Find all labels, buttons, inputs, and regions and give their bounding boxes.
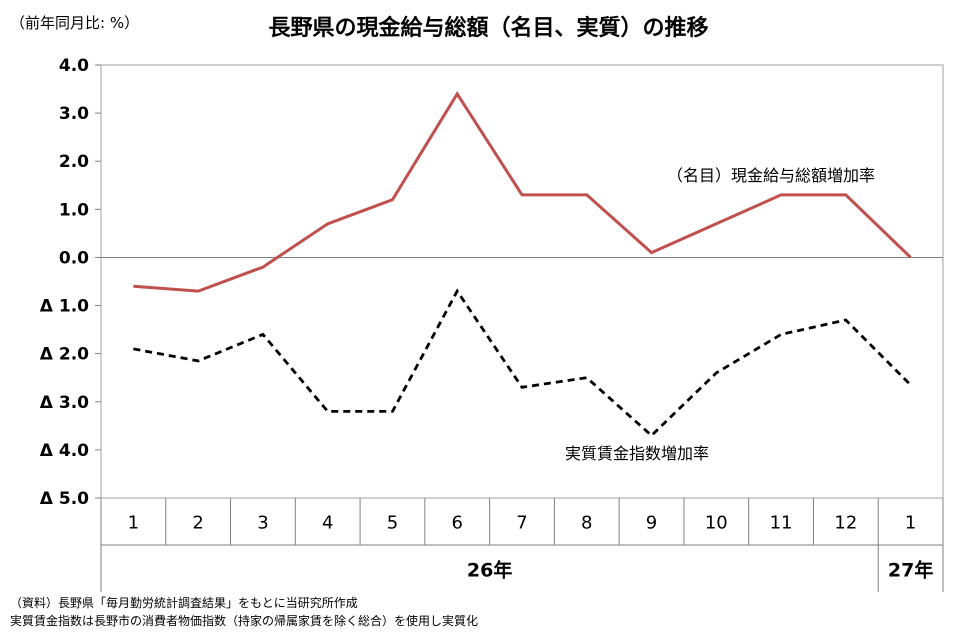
unit-label: （前年同月比: %） xyxy=(10,14,140,32)
y-tick-label: 2.0 xyxy=(59,152,89,172)
y-tick-label: Δ 4.0 xyxy=(40,441,89,461)
x-category-label: 10 xyxy=(705,513,728,534)
x-category-label: 1 xyxy=(128,513,139,534)
x-category-label: 8 xyxy=(581,513,592,534)
plot-frame xyxy=(100,64,944,499)
x-year-label: 26年 xyxy=(467,559,512,582)
y-tick-label: Δ 2.0 xyxy=(40,345,89,365)
method-note: 実質賃金指数は長野市の消費者物価指数（持家の帰属家賃を除く総合）を使用し実質化 xyxy=(10,614,479,628)
x-category-label: 1 xyxy=(905,513,916,534)
x-category-label: 9 xyxy=(646,513,657,534)
x-category-label: 2 xyxy=(192,513,203,534)
y-tick-label: 3.0 xyxy=(59,104,89,124)
x-year-label: 27年 xyxy=(888,559,933,582)
source-note: （資料）長野県「毎月勤労統計調査結果」をもとに当研究所作成 xyxy=(10,596,358,610)
x-category-label: 5 xyxy=(387,513,398,534)
real-wage-line xyxy=(133,288,912,438)
x-category-label: 3 xyxy=(257,513,268,534)
real-series-label: 実質賃金指数増加率 xyxy=(565,444,709,463)
y-tick-label: Δ 3.0 xyxy=(40,393,89,413)
y-tick-label: Δ 5.0 xyxy=(40,489,89,509)
x-category-label: 7 xyxy=(516,513,527,534)
x-category-label: 11 xyxy=(770,513,793,534)
nominal-series-label: （名目）現金給与総額増加率 xyxy=(667,166,875,185)
x-category-label: 6 xyxy=(452,513,463,534)
chart-title: 長野県の現金給与総額（名目、実質）の推移 xyxy=(268,16,709,41)
y-tick-label: Δ 1.0 xyxy=(40,297,89,317)
y-tick-label: 0.0 xyxy=(59,248,89,268)
x-category-label: 4 xyxy=(322,513,333,534)
y-tick-label: 1.0 xyxy=(59,200,89,220)
x-category-label: 12 xyxy=(834,513,857,534)
y-tick-label: 4.0 xyxy=(59,56,89,76)
nominal-wage-line xyxy=(133,91,912,293)
